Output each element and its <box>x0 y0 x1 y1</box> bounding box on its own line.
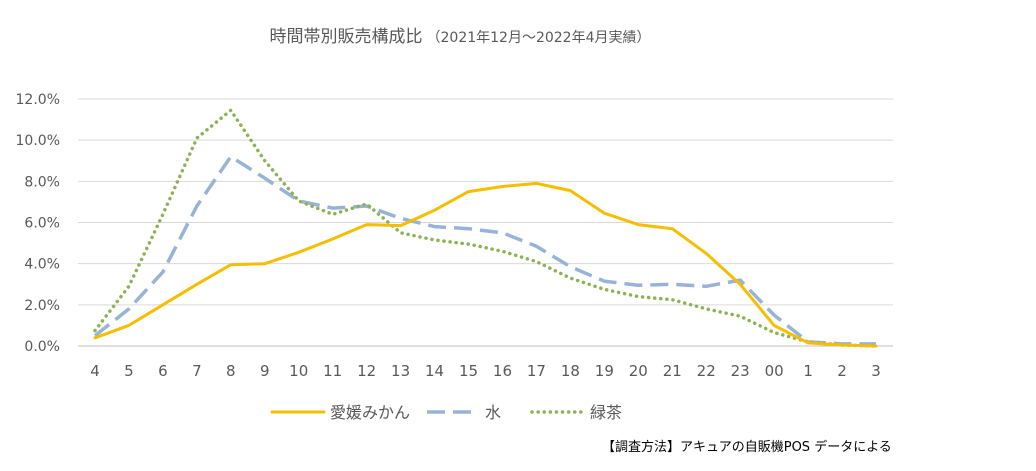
x-tick-label: 6 <box>158 362 168 380</box>
y-tick-label: 4.0% <box>24 257 60 273</box>
x-tick-label: 15 <box>459 362 478 380</box>
x-tick-label: 19 <box>595 362 614 380</box>
chart-title-main: 時間帯別販売構成比 <box>269 27 423 47</box>
x-tick-label: 2 <box>837 362 847 380</box>
x-tick-label: 22 <box>697 362 716 380</box>
x-tick-label: 14 <box>425 362 444 380</box>
x-tick-label: 5 <box>124 362 134 380</box>
legend-label-1: 水 <box>485 403 501 422</box>
x-tick-label: 20 <box>629 362 648 380</box>
x-tick-label: 4 <box>90 362 100 380</box>
y-tick-label: 6.0% <box>24 216 60 232</box>
x-tick-label: 1 <box>803 362 813 380</box>
x-axis-tick-labels: 4 5 6 7 8 9 10 11 12 13 14 15 16 17 18 19 20 21 22 23 00 1 2 3 <box>90 362 881 380</box>
source-note: 【調査方法】アキュアの自販機POS データによる <box>602 440 892 455</box>
x-tick-label: 8 <box>226 362 236 380</box>
x-tick-label: 12 <box>357 362 376 380</box>
legend-label-0: 愛媛みかん <box>330 403 410 422</box>
x-tick-label: 10 <box>289 362 308 380</box>
x-tick-label: 3 <box>871 362 881 380</box>
x-tick-label: 17 <box>527 362 546 380</box>
gridlines <box>78 98 893 347</box>
x-tick-label: 21 <box>663 362 682 380</box>
series-lines <box>93 108 878 348</box>
x-tick-label: 13 <box>391 362 410 380</box>
legend-label-2: 緑茶 <box>590 403 622 422</box>
y-axis-tick-labels: 0.0% 2.0% 4.0% 6.0% 8.0% 10.0% 12.0% <box>16 92 60 355</box>
y-tick-label: 12.0% <box>16 92 60 108</box>
x-tick-label: 11 <box>323 362 342 380</box>
x-tick-label: 7 <box>192 362 202 380</box>
series-line-2 <box>93 108 878 348</box>
chart-subtitle: （2021年12月～2022年4月実績） <box>426 30 651 46</box>
y-tick-label: 8.0% <box>24 174 60 190</box>
chart-title: 時間帯別販売構成比 （2021年12月～2022年4月実績） <box>0 22 920 47</box>
x-tick-label: 9 <box>260 362 270 380</box>
x-tick-label: 23 <box>731 362 750 380</box>
series-line-0 <box>93 181 878 348</box>
x-tick-label: 00 <box>765 362 784 380</box>
series-line-1 <box>93 154 876 346</box>
y-tick-label: 2.0% <box>24 298 60 314</box>
x-tick-label: 18 <box>561 362 580 380</box>
y-tick-label: 10.0% <box>16 133 60 149</box>
y-tick-label: 0.0% <box>24 339 60 355</box>
legend: 愛媛みかん 水 緑茶 <box>270 403 622 422</box>
x-tick-label: 16 <box>493 362 512 380</box>
